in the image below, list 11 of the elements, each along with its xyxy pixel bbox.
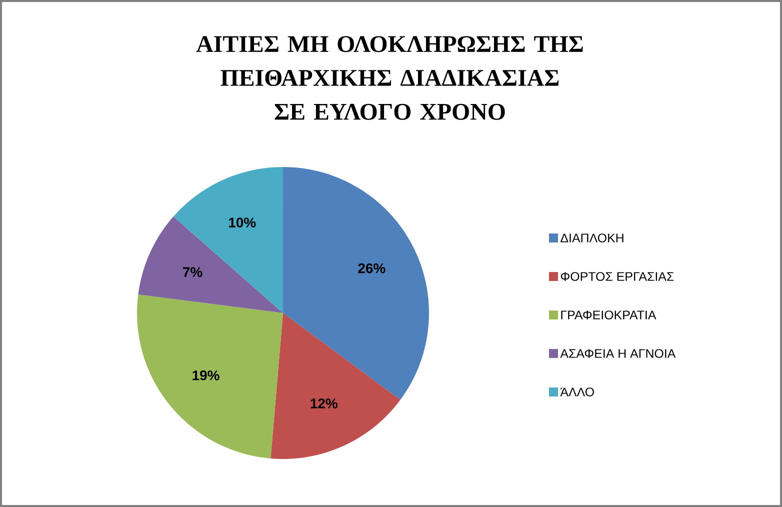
data-label: 12% bbox=[310, 398, 338, 408]
data-label: 7% bbox=[183, 267, 202, 277]
data-label: 10% bbox=[229, 218, 256, 228]
data-label: 19% bbox=[192, 370, 220, 380]
legend-label: ΓΡΑΦΕΙΟΚΡΑΤΙΑ bbox=[561, 310, 656, 320]
legend-label: ΦΟΡΤΟΣ ΕΡΓΑΣΙΑΣ bbox=[560, 272, 674, 281]
legend-label: ΔΙΑΠΛΟΚΗ bbox=[560, 234, 624, 242]
legend-label: ΆΛΛΟ bbox=[560, 388, 594, 396]
data-label: 26% bbox=[358, 263, 386, 274]
legend-label: ΑΣΑΦΕΙΑ Η ΑΓΝΟΙΑ bbox=[560, 349, 676, 358]
chart-title: ΑΙΤΙΕΣ ΜΗ ΟΛΟΚΛΗΡΩΣΗΣ ΤΗΣ ΠΕΙΘΑΡΧΙΚΗΣ ΔΙΑΔΙΚΑΣΙΑΣ ΣΕ ΕΥΛΟΓΟ ΧΡΟΝΟ bbox=[196, 36, 583, 120]
